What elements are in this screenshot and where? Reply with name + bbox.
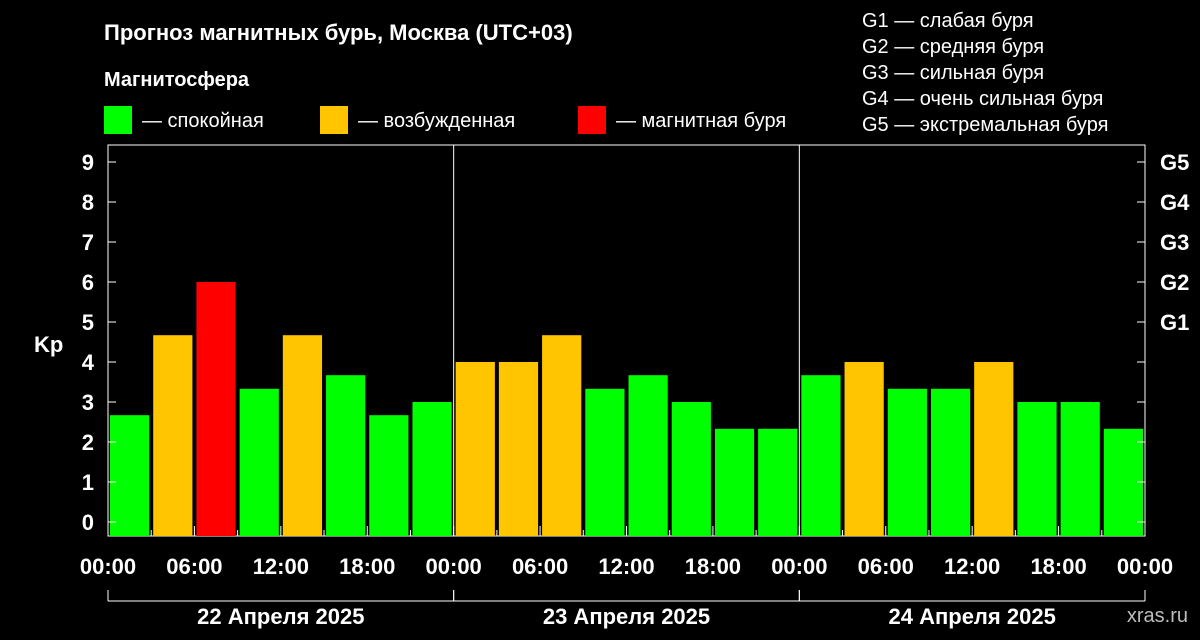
day-label: 24 Апреля 2025 bbox=[889, 604, 1056, 629]
kp-bar bbox=[1060, 402, 1100, 536]
x-tick-label: 12:00 bbox=[598, 554, 654, 579]
kp-bar bbox=[714, 428, 755, 536]
storm-level-tick-label: G5 bbox=[1160, 150, 1189, 175]
kp-bar bbox=[671, 402, 711, 536]
kp-bar bbox=[369, 415, 409, 536]
storm-level-tick-label: G4 bbox=[1160, 190, 1190, 215]
bars bbox=[110, 282, 1143, 536]
y-tick-label: 5 bbox=[82, 310, 94, 335]
kp-bar bbox=[628, 375, 668, 536]
y-tick-label: 9 bbox=[82, 150, 94, 175]
legend: — спокойная — возбужденная — магнитная бур… bbox=[104, 106, 786, 134]
x-tick-label: 18:00 bbox=[685, 554, 741, 579]
legend-label-3: — магнитная буря bbox=[616, 110, 786, 132]
storm-scale-item-4: G4 — очень сильная буря bbox=[862, 88, 1103, 110]
x-tick-label: 06:00 bbox=[512, 554, 568, 579]
y-axis-label: Kp bbox=[34, 332, 63, 357]
legend-swatch-2 bbox=[320, 106, 348, 134]
kp-bar bbox=[585, 388, 625, 536]
kp-bar bbox=[1103, 428, 1143, 536]
storm-scale-item-3: G3 — сильная буря bbox=[862, 62, 1044, 84]
day-label: 22 Апреля 2025 bbox=[197, 604, 364, 629]
y-tick-label: 0 bbox=[82, 510, 94, 535]
x-tick-label: 18:00 bbox=[1030, 554, 1086, 579]
storm-level-tick-label: G1 bbox=[1160, 310, 1189, 335]
kp-bar bbox=[930, 388, 971, 536]
legend-swatch-1 bbox=[104, 106, 132, 134]
kp-bar bbox=[196, 282, 236, 536]
kp-bar bbox=[455, 362, 495, 536]
y-tick-label: 2 bbox=[82, 430, 94, 455]
kp-bar bbox=[801, 375, 841, 536]
kp-bar bbox=[1017, 402, 1057, 536]
kp-bar bbox=[498, 362, 539, 536]
x-tick-label: 00:00 bbox=[80, 554, 136, 579]
watermark: xras.ru bbox=[1127, 605, 1188, 627]
storm-level-tick-label: G2 bbox=[1160, 270, 1189, 295]
kp-bar bbox=[239, 388, 279, 536]
storm-scale-legend: G1 — слабая буря G2 — средняя буря G3 — си… bbox=[862, 10, 1108, 136]
x-tick-label: 12:00 bbox=[944, 554, 1000, 579]
legend-label-2: — возбужденная bbox=[358, 110, 515, 132]
kp-bar bbox=[110, 415, 150, 536]
kp-bar bbox=[542, 335, 582, 536]
y-tick-label: 6 bbox=[82, 270, 94, 295]
x-tick-label: 12:00 bbox=[253, 554, 309, 579]
x-tick-label: 00:00 bbox=[426, 554, 482, 579]
kp-bar bbox=[844, 362, 884, 536]
x-tick-label: 00:00 bbox=[771, 554, 827, 579]
storm-scale-item-2: G2 — средняя буря bbox=[862, 36, 1044, 58]
legend-title: Магнитосфера bbox=[104, 69, 250, 91]
storm-scale-item-5: G5 — экстремальная буря bbox=[862, 114, 1108, 136]
y-tick-label: 4 bbox=[82, 350, 95, 375]
x-tick-label: 06:00 bbox=[858, 554, 914, 579]
y-tick-label: 1 bbox=[82, 470, 94, 495]
kp-bar bbox=[887, 388, 927, 536]
storm-scale-item-1: G1 — слабая буря bbox=[862, 10, 1034, 32]
y-tick-label: 3 bbox=[82, 390, 94, 415]
kp-bar bbox=[282, 335, 323, 536]
kp-bar bbox=[326, 375, 366, 536]
x-tick-label: 06:00 bbox=[166, 554, 222, 579]
y-tick-label: 7 bbox=[82, 230, 94, 255]
x-tick-label: 18:00 bbox=[339, 554, 395, 579]
storm-level-tick-label: G3 bbox=[1160, 230, 1189, 255]
kp-bar bbox=[412, 402, 452, 536]
kp-bar bbox=[758, 428, 798, 536]
day-label: 23 Апреля 2025 bbox=[543, 604, 710, 629]
axes: 0 1 2 3 4 5 6 7 8 9 G1 G2 G3 G4 G5 00:00 06:00 12:00 18:00… bbox=[80, 150, 1190, 629]
chart-title: Прогноз магнитных бурь, Москва (UTC+03) bbox=[104, 20, 573, 45]
kp-bar bbox=[974, 362, 1014, 536]
x-tick-label: 00:00 bbox=[1117, 554, 1173, 579]
y-tick-label: 8 bbox=[82, 190, 94, 215]
legend-label-1: — спокойная bbox=[142, 110, 264, 132]
kp-bar bbox=[153, 335, 193, 536]
legend-swatch-3 bbox=[578, 106, 606, 134]
